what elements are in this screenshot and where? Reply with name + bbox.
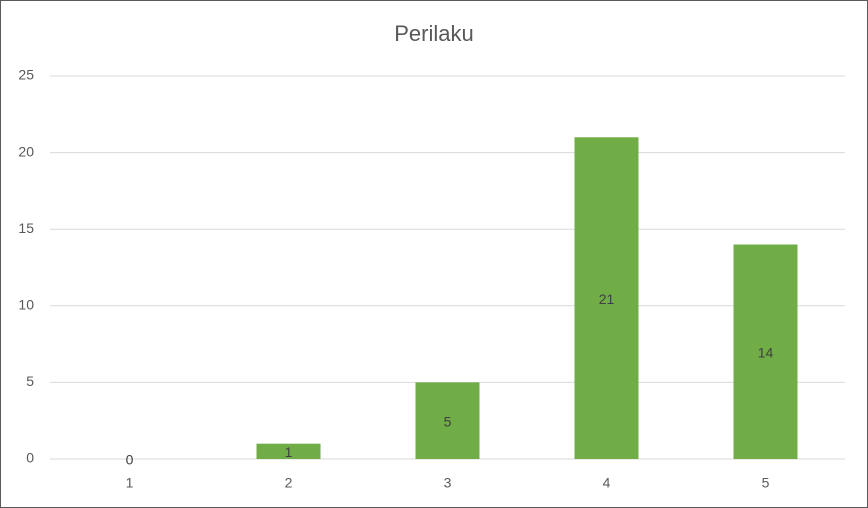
y-tick-label: 10 (18, 297, 34, 313)
bar (415, 382, 480, 459)
data-label: 14 (758, 344, 774, 360)
x-tick-label: 5 (762, 475, 770, 491)
y-tick-label: 25 (18, 67, 34, 83)
x-tick-label: 3 (444, 475, 452, 491)
y-tick-label: 20 (18, 143, 34, 159)
data-label: 1 (285, 444, 293, 460)
y-tick-label: 15 (18, 220, 34, 236)
chart-title: Perilaku (394, 21, 473, 46)
bar (574, 137, 639, 459)
data-label: 21 (599, 291, 615, 307)
x-tick-label: 2 (285, 475, 293, 491)
y-tick-label: 0 (26, 450, 34, 466)
x-tick-label: 1 (126, 475, 134, 491)
data-label: 0 (126, 452, 134, 468)
y-tick-label: 5 (26, 373, 34, 389)
x-tick-label: 4 (603, 475, 611, 491)
data-label: 5 (444, 413, 452, 429)
bar (256, 443, 321, 459)
bar (733, 244, 798, 459)
